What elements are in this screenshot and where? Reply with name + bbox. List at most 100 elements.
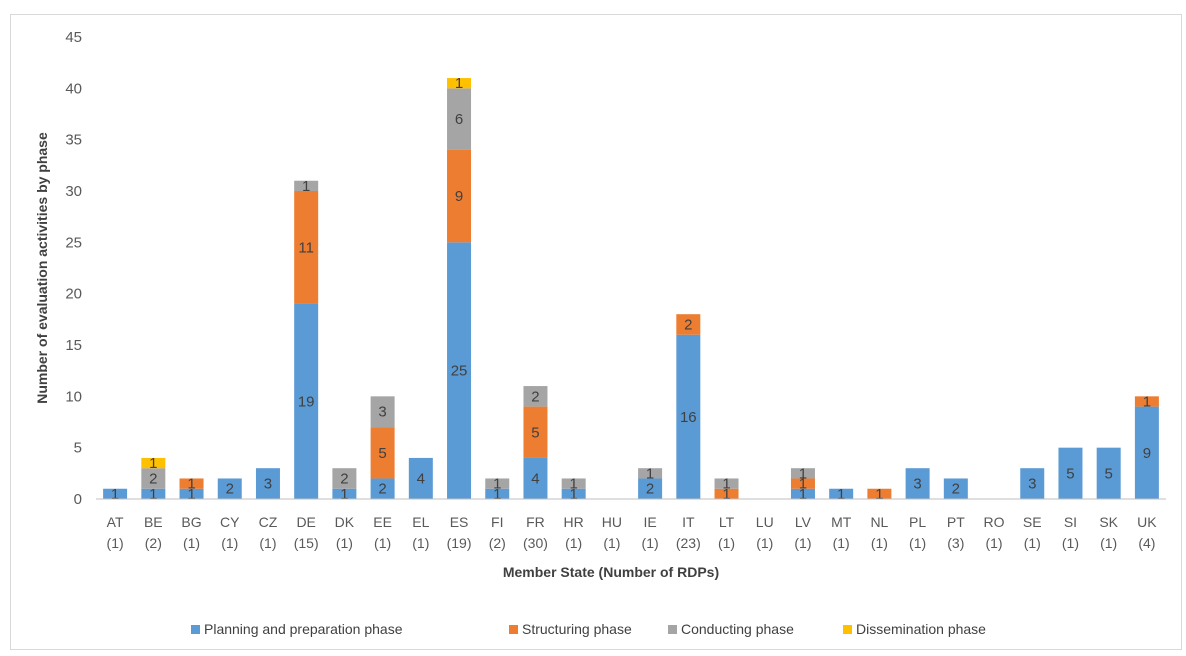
data-label: 3	[264, 476, 272, 493]
chart-frame: 0 5 10 15 20 25 30 35 40 45 1 1 2 1 1 1 2 3 19 11 1 1 2 2 5 3 4 25…	[10, 14, 1182, 650]
data-label: 5	[1105, 465, 1113, 482]
x-tick-label: UK	[1137, 514, 1157, 530]
data-label: 1	[340, 486, 348, 503]
x-tick-sublabel: (1)	[412, 535, 429, 551]
x-tick-label: RO	[984, 514, 1005, 530]
x-tick-sublabel: (1)	[642, 535, 659, 551]
data-label: 5	[378, 445, 386, 462]
bar-segment	[523, 386, 548, 407]
x-tick-label: ES	[450, 514, 469, 530]
bar-segment	[714, 478, 739, 489]
y-tick-label: 35	[65, 132, 82, 149]
bar-segment	[1020, 468, 1045, 499]
x-tick-sublabel: (1)	[718, 535, 735, 551]
x-tick-label: LU	[756, 514, 774, 530]
x-tick-sublabel: (4)	[1138, 535, 1155, 551]
bar-segment	[141, 457, 166, 469]
data-label: 9	[1143, 445, 1151, 462]
x-tick-label: DK	[335, 514, 355, 530]
bar-segment	[867, 488, 892, 499]
x-tick-label: PL	[909, 514, 926, 530]
bar-segment	[1096, 447, 1121, 499]
bar-segment	[485, 488, 510, 499]
x-tick-sublabel: (1)	[1100, 535, 1117, 551]
x-tick-label: FI	[491, 514, 503, 530]
data-label: 3	[913, 476, 921, 493]
x-tick-sublabel: (30)	[523, 535, 548, 551]
bar-segment	[447, 242, 472, 500]
data-label: 1	[570, 476, 578, 493]
x-tick-sublabel: (1)	[909, 535, 926, 551]
legend-swatch	[668, 625, 677, 634]
x-tick-label: MT	[831, 514, 852, 530]
y-tick-label: 20	[65, 286, 82, 303]
data-label: 5	[1066, 465, 1074, 482]
data-label: 2	[531, 388, 539, 405]
bar-segment	[447, 149, 472, 243]
data-label: 1	[799, 476, 807, 493]
bar-segment	[829, 488, 854, 499]
data-label: 19	[298, 393, 315, 410]
x-tick-label: PT	[947, 514, 965, 530]
y-axis-ticks: 0 5 10 15 20 25 30 35 40 45	[65, 29, 82, 508]
legend-swatch	[843, 625, 852, 634]
bar-segment	[179, 488, 204, 499]
bar-segment	[676, 334, 701, 499]
data-label: 2	[952, 481, 960, 498]
x-tick-sublabel: (1)	[756, 535, 773, 551]
bar-segment	[676, 314, 701, 335]
data-label: 1	[187, 486, 195, 503]
x-tick-label: EE	[373, 514, 392, 530]
data-label: 2	[378, 481, 386, 498]
data-label: 6	[455, 111, 463, 128]
x-tick-label: LT	[719, 514, 735, 530]
legend: Planning and preparation phase Structurin…	[191, 621, 986, 637]
data-label: 3	[1028, 476, 1036, 493]
data-label: 1	[837, 486, 845, 503]
x-tick-label: BG	[181, 514, 201, 530]
x-tick-sublabel: (1)	[565, 535, 582, 551]
bar-segment	[408, 457, 433, 499]
x-tick-label: BE	[144, 514, 163, 530]
y-tick-label: 40	[65, 80, 82, 97]
bar-segment	[370, 396, 395, 428]
data-label: 1	[493, 486, 501, 503]
data-label: 2	[684, 316, 692, 333]
x-tick-sublabel: (1)	[1062, 535, 1079, 551]
data-label: 1	[722, 486, 730, 503]
bar-segment	[179, 478, 204, 489]
data-label: 25	[451, 363, 468, 380]
data-label: 2	[149, 470, 157, 487]
y-tick-label: 10	[65, 388, 82, 405]
data-label: 1	[493, 476, 501, 493]
bar-segment	[905, 468, 930, 499]
legend-label: Dissemination phase	[856, 621, 986, 637]
x-tick-sublabel: (1)	[833, 535, 850, 551]
legend-label: Planning and preparation phase	[204, 621, 403, 637]
x-tick-label: HR	[564, 514, 584, 530]
x-tick-sublabel: (23)	[676, 535, 701, 551]
data-label: 2	[226, 481, 234, 498]
x-tick-sublabel: (2)	[145, 535, 162, 551]
x-tick-sublabel: (1)	[221, 535, 238, 551]
x-tick-sublabel: (1)	[374, 535, 391, 551]
y-tick-label: 30	[65, 183, 82, 200]
data-label: 1	[722, 476, 730, 493]
data-label: 9	[455, 188, 463, 205]
x-tick-label: IE	[643, 514, 656, 530]
bar-segment	[638, 478, 663, 499]
legend-swatch	[191, 625, 200, 634]
y-tick-label: 5	[74, 440, 82, 457]
bar-segment	[294, 303, 319, 499]
bar-segment	[561, 478, 586, 489]
legend-swatch	[509, 625, 518, 634]
x-tick-label: SE	[1023, 514, 1042, 530]
data-label: 1	[646, 465, 654, 482]
data-label: 1	[149, 486, 157, 503]
data-label: 5	[531, 424, 539, 441]
x-tick-sublabel: (1)	[794, 535, 811, 551]
x-tick-sublabel: (1)	[183, 535, 200, 551]
bar-segment	[943, 478, 968, 499]
x-tick-sublabel: (1)	[107, 535, 124, 551]
